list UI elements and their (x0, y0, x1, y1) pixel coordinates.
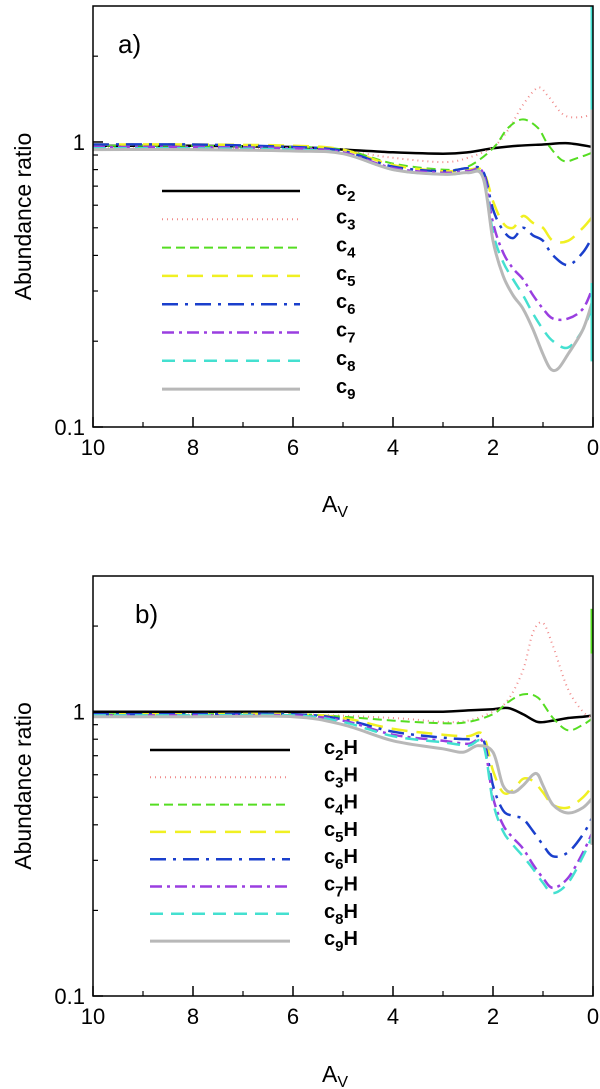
x-axis-label-sub: V (337, 504, 348, 521)
legend-label: c7H (324, 874, 358, 901)
legend-label: c9H (324, 928, 358, 955)
x-axis-label: AV (322, 1061, 348, 1089)
legend-label: c2 (336, 178, 355, 205)
series-line-c5h (93, 712, 593, 810)
legend-label-sub: 6 (347, 301, 355, 318)
legend-label: c3 (336, 206, 355, 233)
legend-label-suffix: H (343, 792, 357, 814)
legend-label-suffix: H (343, 819, 357, 841)
legend-label: c8 (336, 348, 355, 375)
series-line-c9h (93, 714, 593, 815)
x-tick-label: 10 (81, 1004, 105, 1029)
legend-label-sub: 3 (347, 216, 355, 233)
x-axis-label: AV (322, 491, 348, 521)
legend-label: c9 (336, 376, 355, 403)
panel-label: b) (135, 599, 158, 629)
legend-label-suffix: H (343, 874, 357, 896)
legend-label-suffix: H (343, 764, 357, 786)
x-tick-label: 6 (287, 1004, 299, 1029)
legend-label-sub: 9 (347, 386, 355, 403)
x-tick-label: 8 (187, 1004, 199, 1029)
legend-label: c4 (336, 235, 356, 262)
legend-label: c6 (336, 291, 355, 318)
legend-label-suffix: H (343, 737, 357, 759)
legend-label-suffix: H (343, 846, 357, 868)
x-tick-label: 4 (387, 1004, 399, 1029)
y-tick-label: 1 (73, 130, 85, 155)
legend-label-sub: 7 (347, 330, 355, 347)
legend-label-sub: 8 (347, 358, 355, 375)
x-tick-label: 6 (287, 435, 299, 460)
legend-label: c3H (324, 764, 358, 791)
x-tick-label: 10 (81, 435, 105, 460)
legend-label: c8H (324, 901, 358, 928)
x-tick-label: 8 (187, 435, 199, 460)
legend-label-sub: 4 (347, 245, 356, 262)
series-line-c6 (93, 143, 593, 267)
legend-label-suffix: H (343, 901, 357, 923)
x-tick-label: 4 (387, 435, 399, 460)
x-tick-label: 0 (587, 435, 599, 460)
panel-label: a) (118, 29, 141, 59)
series-line-c9 (93, 148, 593, 373)
y-tick-label: 0.1 (54, 415, 85, 440)
legend-label-sub: 9 (335, 938, 343, 955)
x-axis-label-sub: V (337, 1074, 348, 1089)
y-tick-label: 1 (73, 700, 85, 725)
legend-label-sub: 5 (335, 829, 343, 846)
series-group (93, 86, 593, 373)
legend-label-sub: 3 (335, 774, 343, 791)
x-tick-label: 2 (487, 435, 499, 460)
legend-label: c5H (324, 819, 358, 846)
x-tick-label: 2 (487, 1004, 499, 1029)
legend-label-sub: 2 (335, 747, 343, 764)
x-tick-label: 0 (587, 1004, 599, 1029)
legend-label: c2H (324, 737, 358, 764)
legend-label-suffix: H (343, 928, 357, 950)
legend-label: c6H (324, 846, 358, 873)
series-group (93, 621, 593, 895)
series-line-c7h (93, 713, 593, 890)
legend-label-sub: 4 (335, 802, 344, 819)
series-line-c6h (93, 712, 593, 858)
series-line-c2h (93, 706, 593, 724)
series-line-c8h (93, 713, 593, 895)
legend-label: c4H (324, 792, 358, 819)
y-axis-label: Abundance ratio (10, 133, 36, 301)
series-line-c3h (93, 621, 593, 724)
legend-label: c5 (336, 263, 355, 290)
legend-label-sub: 2 (347, 188, 355, 205)
series-line-c7 (93, 145, 593, 322)
legend-label-sub: 5 (347, 273, 355, 290)
y-axis-label: Abundance ratio (10, 702, 36, 870)
series-line-c5 (93, 143, 593, 244)
legend-label-sub: 6 (335, 856, 343, 873)
legend-label: c7 (336, 320, 355, 347)
y-tick-label: 0.1 (54, 984, 85, 1009)
chart-panel-a: 10 8 6 4 2 0 0.1 1 AV Abundance ratio a) c2c3c4c5c6… (10, 5, 599, 521)
legend-label-sub: 7 (335, 884, 343, 901)
legend-label-sub: 8 (335, 911, 343, 928)
